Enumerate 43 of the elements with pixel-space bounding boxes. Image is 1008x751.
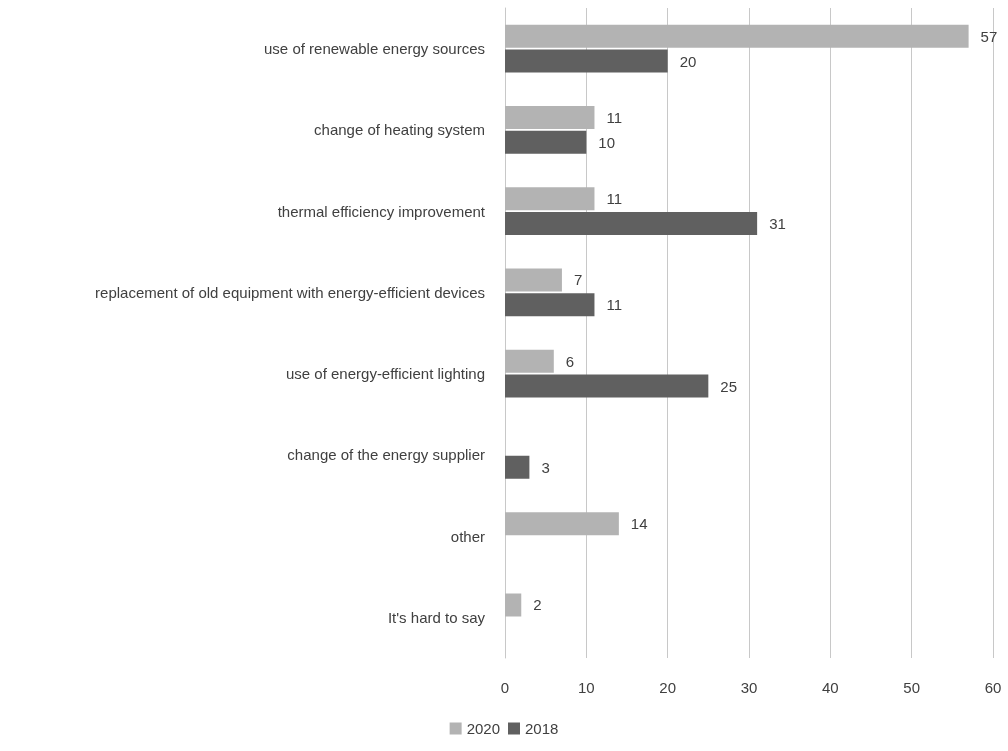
bar <box>505 49 668 73</box>
x-tick-label: 30 <box>740 679 758 696</box>
x-tick-label: 10 <box>577 679 595 696</box>
legend-label: 2018 <box>525 720 559 737</box>
x-tick-label: 0 <box>500 679 510 696</box>
data-label: 14 <box>630 515 648 533</box>
bar <box>505 349 554 373</box>
bar <box>505 268 562 292</box>
x-tick-label: 40 <box>821 679 839 696</box>
x-tick-label: 60 <box>984 679 1002 696</box>
y-tick-label: It's hard to say <box>387 608 486 626</box>
y-tick-label: change of heating system <box>314 121 485 139</box>
bar <box>505 455 530 479</box>
y-tick-label: thermal efficiency improvement <box>277 202 486 220</box>
y-tick-label: other <box>450 527 485 545</box>
bar <box>505 374 709 398</box>
data-label: 20 <box>679 52 697 70</box>
x-tick-label: 50 <box>903 679 921 696</box>
bar <box>505 293 595 317</box>
legend-label: 2020 <box>466 720 501 737</box>
data-label: 2 <box>533 596 542 614</box>
bar <box>505 24 969 48</box>
y-tick-label: use of renewable energy sources <box>264 40 485 58</box>
data-label: 11 <box>606 108 623 126</box>
bar <box>505 105 595 129</box>
data-label: 11 <box>606 190 623 208</box>
bar <box>505 212 758 236</box>
y-tick-label: use of energy-efficient lighting <box>285 365 485 383</box>
data-label: 6 <box>565 352 575 370</box>
bar <box>505 130 587 154</box>
y-tick-label: change of the energy supplier <box>287 446 485 464</box>
data-label: 3 <box>541 458 550 476</box>
data-label: 31 <box>769 215 786 233</box>
data-label: 10 <box>598 133 616 151</box>
x-tick-label: 20 <box>659 679 677 696</box>
data-label: 25 <box>720 377 738 395</box>
y-tick-label: replacement of old equipment with energy-efficient devices <box>95 283 485 301</box>
bar <box>505 512 619 536</box>
data-label: 11 <box>606 296 623 314</box>
data-label: 57 <box>980 27 998 45</box>
bar <box>505 593 522 617</box>
data-label: 7 <box>573 271 583 289</box>
bar <box>505 187 595 211</box>
